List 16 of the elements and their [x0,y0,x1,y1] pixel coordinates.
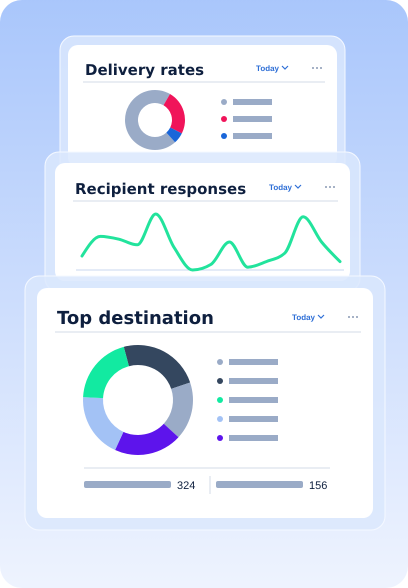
text: 156 [309,480,328,492]
donut-slice [164,94,185,134]
donut-slice [166,128,182,142]
text: Today [269,183,293,192]
donut-slice [125,90,176,150]
donut-slice [164,382,193,438]
text: 324 [177,480,196,492]
donut-slice [124,345,190,389]
text: Today [292,313,316,322]
donut-slice [83,346,129,398]
donut-slice [83,397,124,450]
donut-slice [115,424,178,455]
chart-title: Delivery rates [85,61,204,79]
chart-title: Top destination [57,308,214,329]
chart-title: Recipient responses [75,180,246,198]
text: Today [256,64,280,73]
